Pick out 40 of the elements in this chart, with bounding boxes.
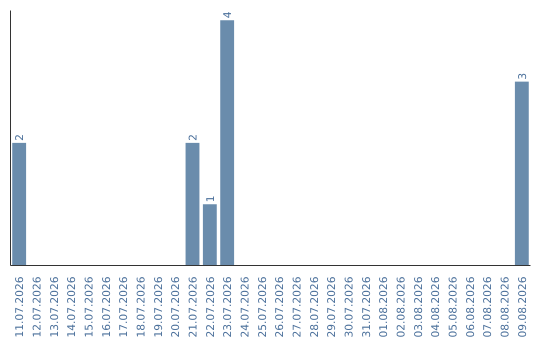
x-tick-label: 11.07.2026 bbox=[13, 276, 26, 338]
x-tick-label: 15.07.2026 bbox=[82, 276, 96, 338]
x-tick-label: 14.07.2026 bbox=[65, 276, 78, 338]
x-tick-label: 02.08.2026 bbox=[394, 276, 408, 338]
x-tick-label: 13.07.2026 bbox=[48, 276, 61, 338]
x-tick-label: 16.07.2026 bbox=[100, 276, 113, 338]
x-tick-label: 25.07.2026 bbox=[256, 276, 269, 338]
x-tick-label: 21.07.2026 bbox=[186, 276, 200, 338]
x-tick-label: 28.07.2026 bbox=[308, 276, 321, 338]
x-tick-label: 18.07.2026 bbox=[134, 276, 148, 338]
x-tick-label: 08.08.2026 bbox=[498, 276, 512, 338]
data-label: 2 bbox=[186, 134, 200, 141]
x-tick-label: 17.07.2026 bbox=[117, 276, 130, 338]
x-tick-label: 06.08.2026 bbox=[464, 276, 477, 338]
x-tick-label: 23.07.2026 bbox=[221, 276, 234, 338]
x-tick-label: 31.07.2026 bbox=[360, 276, 373, 338]
bar bbox=[220, 20, 234, 266]
x-tick-label: 22.07.2026 bbox=[204, 276, 217, 338]
x-tick-label: 04.08.2026 bbox=[429, 276, 442, 338]
bar bbox=[202, 204, 217, 266]
x-tick-label: 26.07.2026 bbox=[273, 276, 286, 338]
x-tick-label: 20.07.2026 bbox=[169, 276, 182, 338]
data-label: 3 bbox=[516, 72, 529, 80]
data-label: 4 bbox=[221, 11, 234, 18]
x-tick-label: 01.08.2026 bbox=[377, 276, 390, 338]
bar bbox=[12, 142, 26, 266]
data-label: 2 bbox=[13, 134, 26, 141]
x-tick-label: 12.07.2026 bbox=[30, 276, 44, 338]
x-tick-label: 05.08.2026 bbox=[446, 276, 460, 338]
data-label: 1 bbox=[204, 195, 217, 202]
bar bbox=[186, 142, 200, 266]
x-tick-label: 19.07.2026 bbox=[152, 276, 165, 338]
bar bbox=[514, 82, 529, 266]
x-tick-label: 30.07.2026 bbox=[342, 276, 356, 338]
x-tick-label: 24.07.2026 bbox=[238, 276, 252, 338]
x-tick-label: 09.08.2026 bbox=[516, 276, 529, 338]
x-tick-label: 29.07.2026 bbox=[325, 276, 338, 338]
x-tick-label: 07.08.2026 bbox=[481, 276, 494, 338]
x-tick-label: 03.08.2026 bbox=[412, 276, 425, 338]
x-tick-label: 27.07.2026 bbox=[290, 276, 304, 338]
